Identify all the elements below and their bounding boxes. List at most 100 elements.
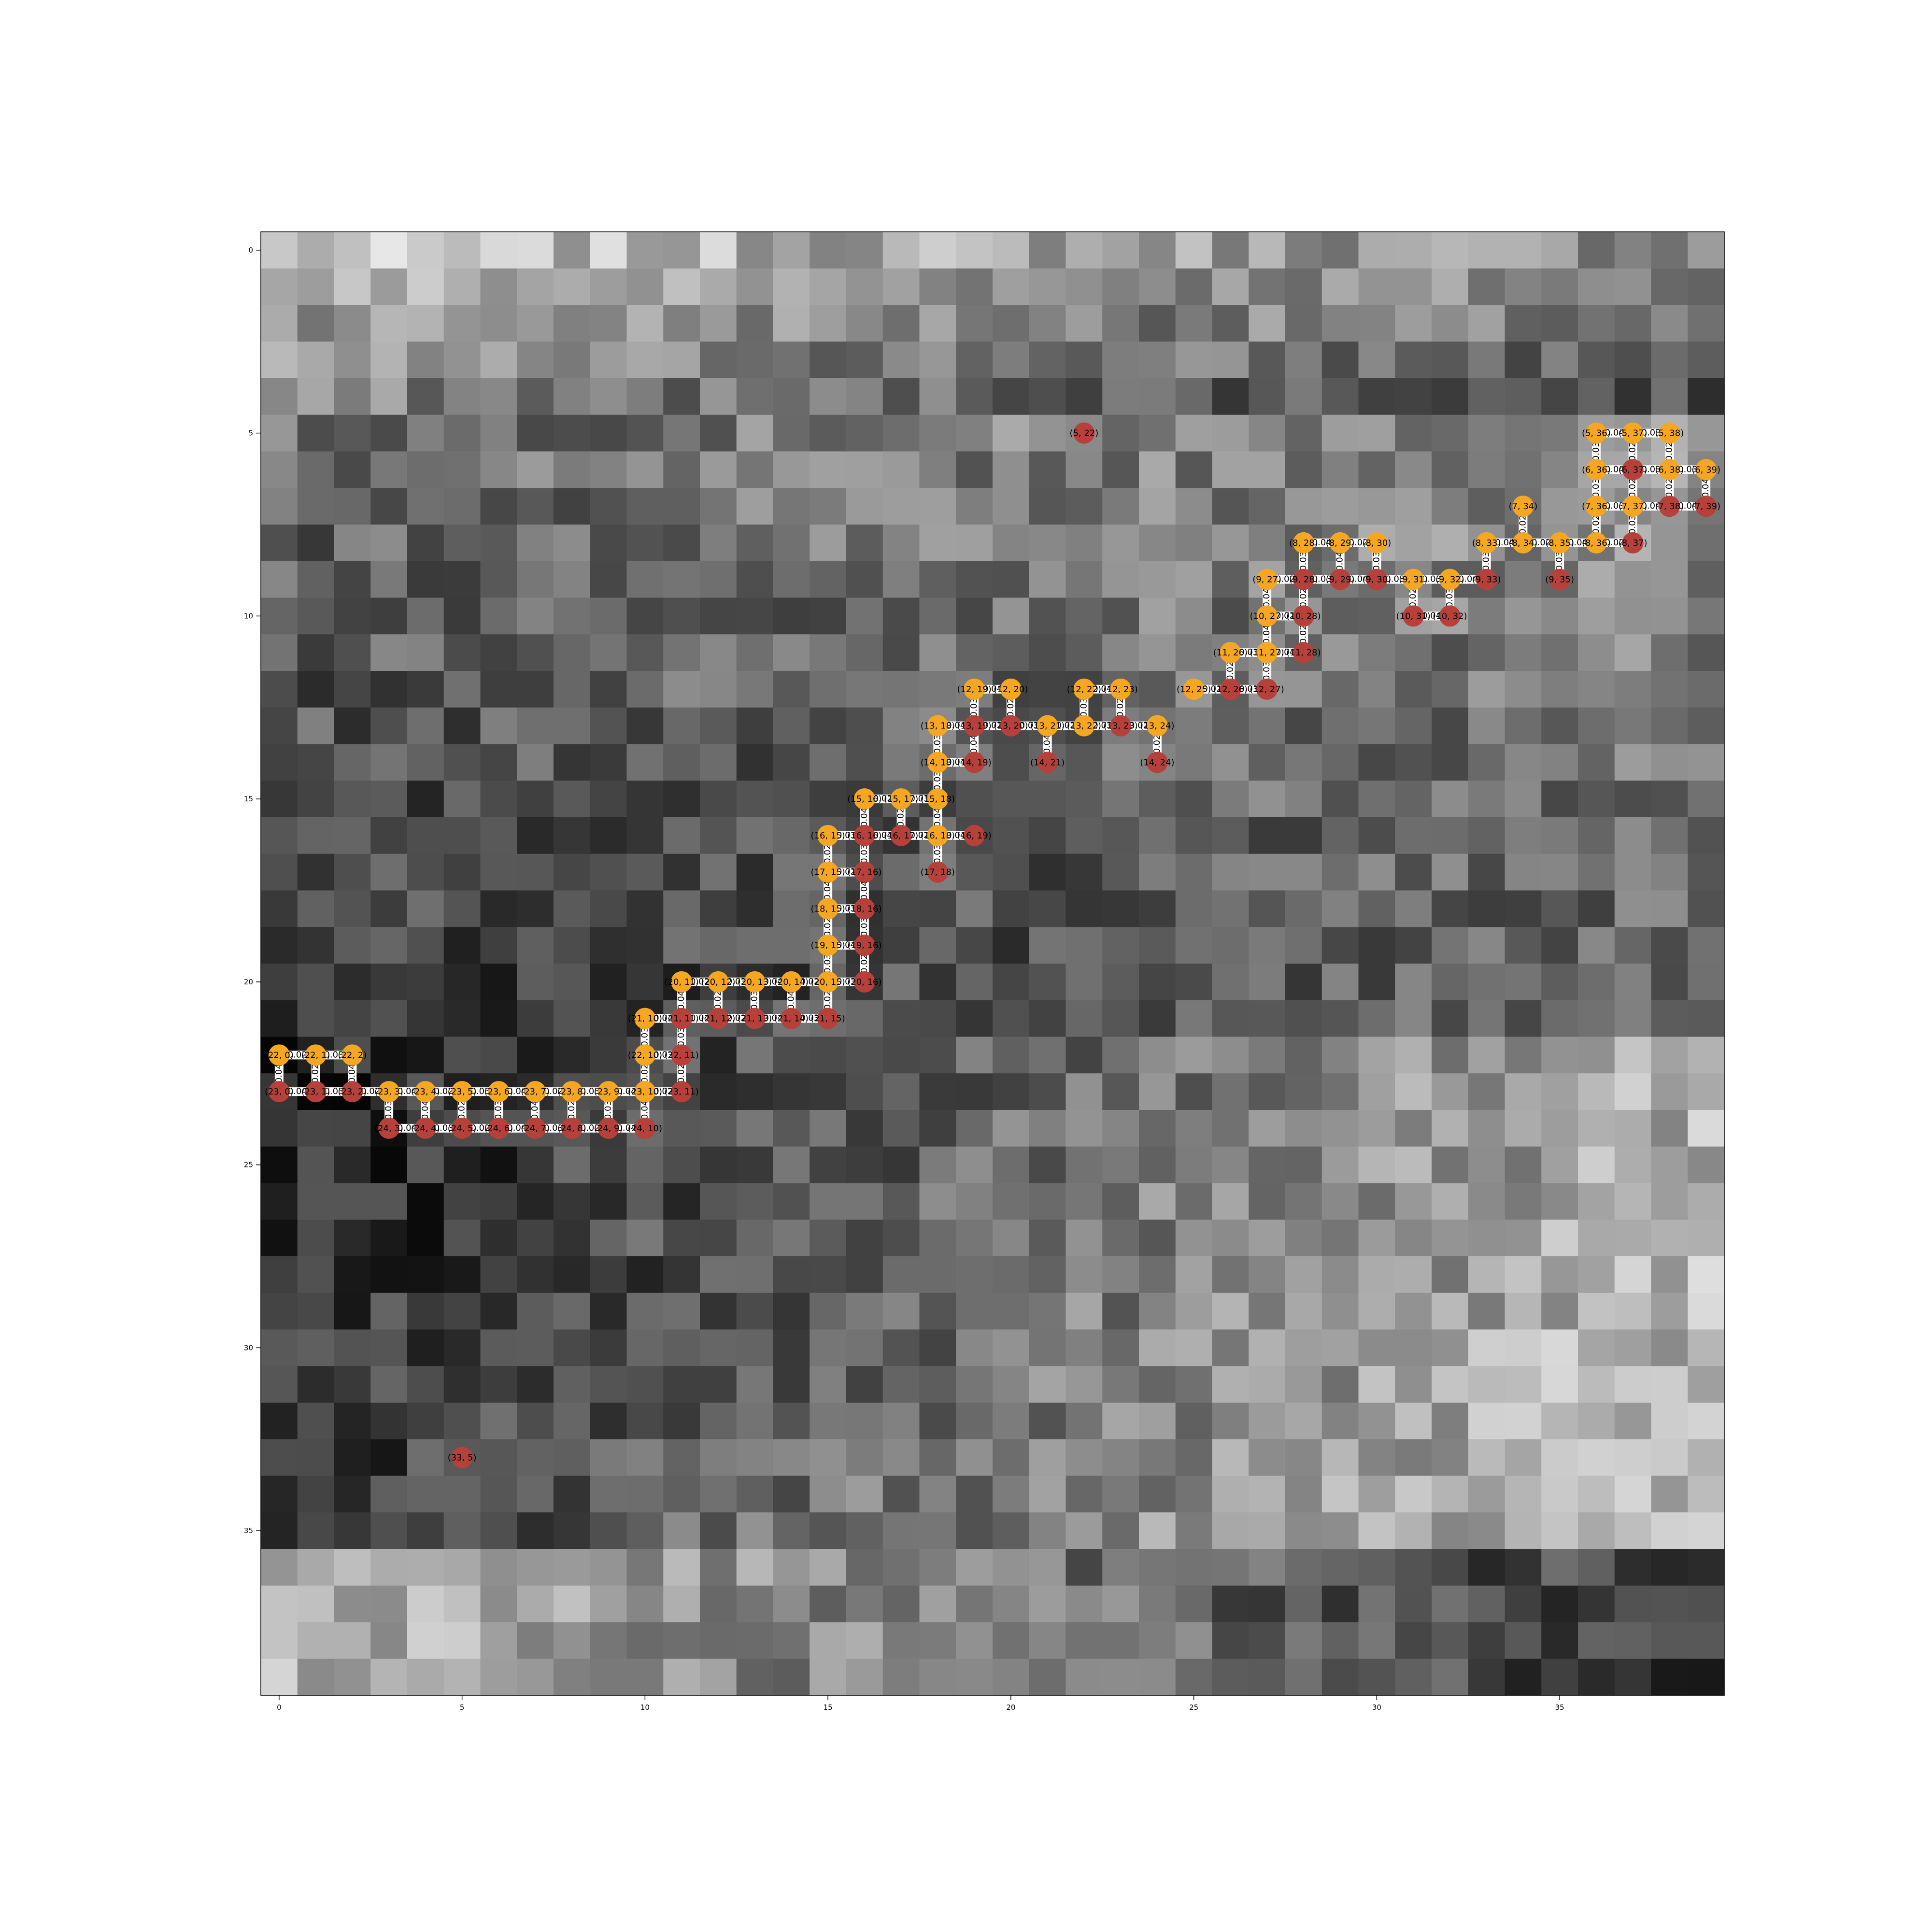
- heatmap-cell: [334, 597, 371, 635]
- heatmap-cell: [1468, 1293, 1506, 1330]
- heatmap-cell: [663, 1329, 700, 1366]
- terminal-node-label: (24, 10): [628, 1123, 662, 1134]
- heatmap-cell: [736, 781, 774, 818]
- heatmap-cell: [1395, 1366, 1432, 1403]
- terminal-node-label: (14, 19): [957, 757, 991, 767]
- heatmap-cell: [480, 853, 517, 891]
- terminal-node: [488, 1117, 510, 1139]
- edge-weight-label: 0.02: [1532, 538, 1551, 548]
- visited-node: [634, 1008, 656, 1029]
- heatmap-cell: [626, 707, 664, 745]
- heatmap-cell: [1285, 781, 1322, 818]
- visited-node: [817, 861, 839, 883]
- visited-node: [853, 788, 875, 810]
- edge-weight-label: 0.02: [1591, 515, 1601, 534]
- heatmap-cell: [1541, 1439, 1578, 1477]
- terminal-node-label: (19, 16): [847, 940, 881, 951]
- edge-weight-label: 0.02: [823, 844, 833, 864]
- heatmap-cell: [1065, 817, 1103, 854]
- heatmap-cell: [736, 1403, 774, 1440]
- heatmap-cell: [1358, 927, 1395, 964]
- heatmap-cell: [334, 744, 371, 781]
- heatmap-cell: [554, 561, 591, 598]
- heatmap-cell: [1065, 1366, 1103, 1403]
- heatmap-cell: [882, 853, 920, 891]
- heatmap-cell: [443, 341, 481, 379]
- heatmap-cell: [554, 525, 591, 562]
- heatmap-cell: [1102, 1037, 1139, 1074]
- heatmap-cell: [956, 1622, 993, 1659]
- heatmap-cell: [443, 597, 481, 635]
- heatmap-cell: [993, 817, 1030, 854]
- edge-weight-label: 0.03: [544, 1123, 563, 1133]
- heatmap-cell: [1688, 1329, 1725, 1366]
- heatmap-cell: [1175, 1659, 1213, 1696]
- heatmap-cell: [736, 1549, 774, 1586]
- visited-node: [964, 678, 985, 700]
- edge-weight-label: 0.04: [946, 757, 966, 767]
- heatmap-cell: [334, 232, 371, 269]
- heatmap-cell: [773, 1183, 810, 1220]
- heatmap-cell: [261, 1366, 298, 1403]
- heatmap-cell: [334, 561, 371, 598]
- visited-node: [1220, 642, 1241, 664]
- heatmap-cell: [1139, 525, 1176, 562]
- heatmap-cell: [297, 451, 335, 488]
- heatmap-cell: [919, 268, 956, 306]
- visited-node: [1585, 422, 1607, 444]
- heatmap-cell: [1029, 378, 1066, 415]
- heatmap-cell: [1541, 305, 1578, 342]
- heatmap-cell: [590, 1476, 627, 1513]
- heatmap-cell: [736, 744, 774, 781]
- heatmap-cell: [261, 597, 298, 635]
- heatmap-cell: [1102, 1329, 1139, 1366]
- heatmap-cell: [700, 268, 737, 306]
- heatmap-cell: [700, 1622, 737, 1659]
- heatmap-cell: [700, 414, 737, 452]
- heatmap-cell: [700, 488, 737, 525]
- visited-node: [414, 1081, 436, 1103]
- heatmap-cell: [1102, 414, 1139, 452]
- edge-weight-label: 0.04: [617, 1123, 636, 1133]
- visited-node-label: (5, 37): [1619, 428, 1648, 439]
- heatmap-cell: [1321, 1000, 1359, 1037]
- heatmap-cell: [370, 853, 408, 891]
- heatmap-cell: [663, 1549, 700, 1586]
- heatmap-cell: [956, 1366, 993, 1403]
- heatmap-cell: [1541, 744, 1578, 781]
- heatmap-cell: [700, 707, 737, 745]
- heatmap-cell: [882, 707, 920, 745]
- heatmap-cell: [1321, 964, 1359, 1001]
- heatmap-cell: [261, 1183, 298, 1220]
- heatmap-cell: [1212, 853, 1249, 891]
- visited-node-label: (8, 35): [1545, 538, 1574, 548]
- heatmap-cell: [480, 268, 517, 306]
- edge-weight-label: 0.04: [690, 1013, 710, 1023]
- edge-weight-label: 0.04: [1093, 684, 1112, 694]
- heatmap-cell: [1614, 341, 1652, 379]
- edge-weight-label: 0.04: [763, 977, 782, 987]
- heatmap-cell: [1395, 1256, 1432, 1293]
- heatmap-cell: [480, 451, 517, 488]
- heatmap-cell: [480, 1549, 517, 1586]
- heatmap-cell: [1102, 1439, 1139, 1477]
- edge-weight-label: 0.03: [639, 1027, 650, 1046]
- edge-weight-label: 0.02: [1628, 441, 1638, 461]
- edge-weight-label: 0.02: [1664, 478, 1674, 497]
- visited-node-label: (8, 34): [1508, 538, 1537, 548]
- terminal-node-label: (24, 5): [448, 1123, 477, 1134]
- heatmap-cell: [773, 1622, 810, 1659]
- edge-weight-label: 0.04: [398, 1123, 417, 1133]
- heatmap-cell: [626, 305, 664, 342]
- heatmap-cell: [1139, 232, 1176, 269]
- heatmap-cell: [370, 1183, 408, 1220]
- heatmap-cell: [370, 305, 408, 342]
- visited-node-label: (7, 37): [1619, 501, 1648, 511]
- y-tick-label: 5: [248, 429, 253, 438]
- heatmap-cell: [1395, 451, 1432, 488]
- heatmap-cell: [993, 1585, 1030, 1623]
- heatmap-cell: [1249, 1366, 1286, 1403]
- heatmap-cell: [480, 488, 517, 525]
- heatmap-cell: [1175, 1366, 1213, 1403]
- visited-node-label: (14, 18): [921, 757, 955, 767]
